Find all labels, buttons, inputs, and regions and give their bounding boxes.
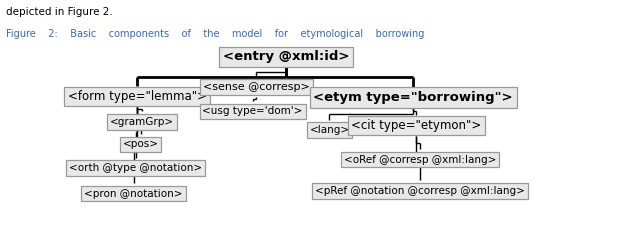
Text: <form type="lemma">: <form type="lemma"> xyxy=(68,90,207,103)
Text: <sense @corresp>: <sense @corresp> xyxy=(203,82,310,92)
Text: <oRef @corresp @xml:lang>: <oRef @corresp @xml:lang> xyxy=(344,155,496,165)
Text: <usg type='dom'>: <usg type='dom'> xyxy=(202,107,303,116)
Text: Figure    2:    Basic    components    of    the    model    for    etymological: Figure 2: Basic components of the model … xyxy=(6,29,425,39)
Text: <pron @notation>: <pron @notation> xyxy=(84,188,183,198)
Text: <entry @xml:id>: <entry @xml:id> xyxy=(223,50,349,63)
Text: <pRef @notation @corresp @xml:lang>: <pRef @notation @corresp @xml:lang> xyxy=(315,186,525,196)
Text: <gramGrp>: <gramGrp> xyxy=(110,117,174,127)
Text: <pos>: <pos> xyxy=(122,139,159,149)
Text: depicted in Figure 2.: depicted in Figure 2. xyxy=(6,7,113,17)
Text: <lang>: <lang> xyxy=(309,125,349,135)
Text: <orth @type @notation>: <orth @type @notation> xyxy=(69,163,202,173)
Text: <cit type="etymon">: <cit type="etymon"> xyxy=(351,119,481,132)
Text: <etym type="borrowing">: <etym type="borrowing"> xyxy=(314,91,513,104)
